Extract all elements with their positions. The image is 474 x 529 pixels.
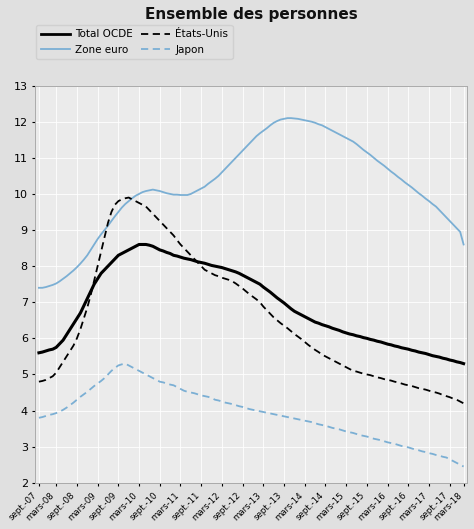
Title: Ensemble des personnes: Ensemble des personnes	[145, 7, 358, 22]
Legend: Total OCDE, Zone euro, États-Unis, Japon: Total OCDE, Zone euro, États-Unis, Japon	[36, 25, 233, 59]
